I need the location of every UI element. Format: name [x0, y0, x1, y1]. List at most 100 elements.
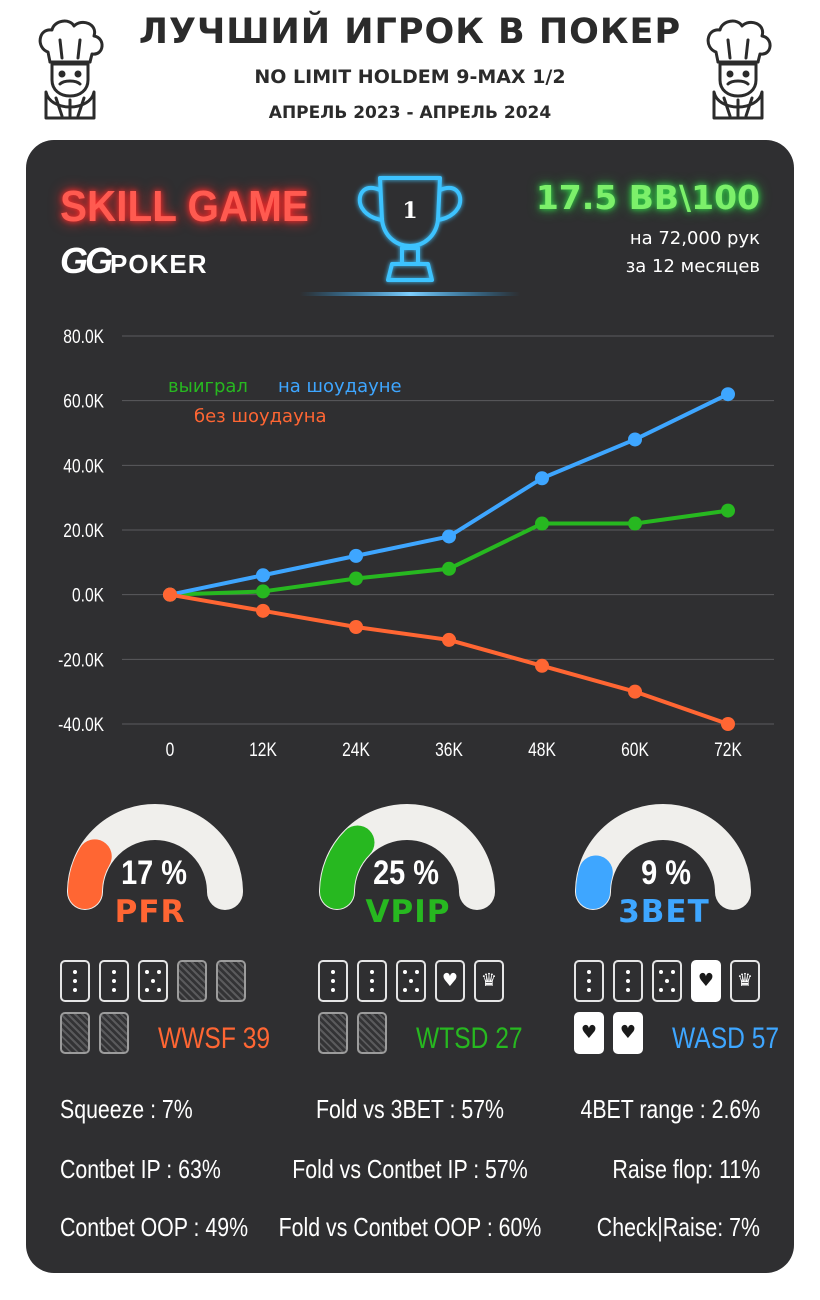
stat-4bet-range: 4BET range : 2.6%: [580, 1094, 760, 1124]
hands-count: на 72,000 рук: [629, 228, 760, 249]
vpip-gauge: [319, 804, 495, 910]
data-point: [442, 529, 456, 544]
stat-contbet-ip: Contbet IP : 63%: [60, 1154, 221, 1184]
stat-fold-vs-contbet-oop: Fold vs Contbet OOP : 60%: [278, 1212, 542, 1242]
x-tick-label: 60K: [621, 739, 649, 761]
data-point: [442, 561, 456, 576]
page-title: ЛУЧШИЙ ИГРОК В ПОКЕР: [138, 12, 682, 52]
vpip-value: 25 %: [373, 854, 439, 892]
x-tick-label: 48K: [528, 739, 556, 761]
legend-non-showdown: без шоудауна: [194, 406, 327, 427]
card-heart: ♥: [574, 1012, 604, 1054]
data-point: [349, 548, 363, 563]
card-back: [177, 960, 207, 1002]
x-tick-label: 12K: [249, 739, 277, 761]
x-tick-label: 36K: [435, 739, 463, 761]
chef-king-icon: [706, 19, 772, 120]
trophy-icon: 1: [300, 176, 520, 296]
wtsd-stat: WTSD 27: [416, 1022, 523, 1055]
data-point: [163, 587, 177, 602]
data-point: [628, 684, 642, 699]
winrate: 17.5 BB\100: [535, 178, 760, 217]
card-five: [652, 960, 682, 1002]
pfr-gauge: [67, 804, 243, 910]
card-two: [60, 960, 90, 1002]
data-point: [535, 658, 549, 673]
game-format: NO LIMIT HOLDEM 9-MAX 1/2: [254, 66, 566, 88]
card-heart: ♥: [691, 960, 721, 1002]
stat-fold-vs-3bet: Fold vs 3BET : 57%: [315, 1094, 505, 1124]
data-point: [721, 717, 735, 731]
data-point: [442, 632, 456, 647]
card-two: [318, 960, 348, 1002]
ggpoker-logo: GGPOKER: [60, 240, 207, 282]
x-tick-label: 24K: [342, 739, 370, 761]
stats-panel: [26, 140, 794, 1273]
gauge-fill: [576, 855, 613, 909]
months-count: за 12 месяцев: [625, 256, 760, 277]
data-point: [349, 571, 363, 586]
skill-game-neon: SKILL GAME: [60, 182, 309, 231]
wwsf-stat: WWSF 39: [158, 1022, 271, 1055]
y-tick-label: 0.0K: [72, 584, 104, 606]
crown-icon: ♛: [736, 970, 754, 991]
chef-king-icon: [38, 19, 104, 120]
y-tick-label: 60.0K: [63, 390, 104, 412]
data-point: [628, 432, 642, 447]
card-back: [357, 1012, 387, 1054]
data-point: [535, 471, 549, 486]
card-two: [574, 960, 604, 1002]
data-point: [256, 584, 270, 599]
card-five: [138, 960, 168, 1002]
wasd-stat: WASD 57: [672, 1022, 780, 1055]
card-three: [357, 960, 387, 1002]
card-five: [396, 960, 426, 1002]
card-three: [99, 960, 129, 1002]
heart-icon: ♥: [441, 970, 459, 991]
card-crown: ♛: [730, 960, 760, 1002]
card-back: [60, 1012, 90, 1054]
stat-fold-vs-contbet-ip: Fold vs Contbet IP : 57%: [292, 1154, 528, 1184]
gauge-fill: [68, 839, 112, 909]
stat-squeeze: Squeeze : 7%: [60, 1094, 193, 1124]
data-point: [628, 516, 642, 531]
winnings-chart: 80.0K 60.0K 40.0K 20.0K 0.0K -20.0K -40.0K 0 12…: [58, 326, 774, 761]
logo-poker-text: POKER: [110, 249, 208, 279]
gauge-fill: [320, 825, 375, 909]
trophy-rank: 1: [402, 198, 417, 224]
pfr-value: 17 %: [121, 854, 187, 892]
y-tick-label: 80.0K: [63, 326, 104, 348]
data-point: [721, 503, 735, 518]
heart-icon: ♥: [619, 1022, 637, 1043]
stat-check-raise: Check|Raise: 7%: [596, 1212, 760, 1242]
card-back: [216, 960, 246, 1002]
series-line: [169, 508, 729, 597]
3bet-value: 9 %: [641, 854, 691, 892]
card-back: [318, 1012, 348, 1054]
data-point: [256, 568, 270, 583]
crown-icon: ♛: [480, 970, 498, 991]
card-heart: ♥: [435, 960, 465, 1002]
y-tick-label: 20.0K: [63, 520, 104, 542]
y-tick-label: -20.0K: [58, 649, 104, 671]
card-three: [613, 960, 643, 1002]
heart-icon: ♥: [697, 970, 715, 991]
stat-contbet-oop: Contbet OOP : 49%: [60, 1212, 249, 1242]
logo-gg-text: GG: [60, 240, 113, 281]
stat-raise-flop: Raise flop: 11%: [612, 1154, 760, 1184]
3bet-gauge: [575, 804, 751, 910]
heart-icon: ♥: [580, 1022, 598, 1043]
data-point: [535, 516, 549, 531]
data-point: [721, 387, 735, 402]
vpip-label: VPIP: [365, 894, 451, 930]
pfr-label: PFR: [114, 894, 186, 930]
data-point: [256, 603, 270, 618]
legend-won: выиграл: [168, 376, 248, 397]
card-heart: ♥: [613, 1012, 643, 1054]
x-tick-label: 0: [166, 739, 175, 761]
3bet-label: 3BET: [618, 894, 710, 930]
date-range: АПРЕЛЬ 2023 - АПРЕЛЬ 2024: [268, 103, 552, 123]
data-point: [349, 620, 363, 634]
legend-showdown: на шоудауне: [278, 376, 402, 397]
y-tick-label: 40.0K: [63, 455, 104, 477]
